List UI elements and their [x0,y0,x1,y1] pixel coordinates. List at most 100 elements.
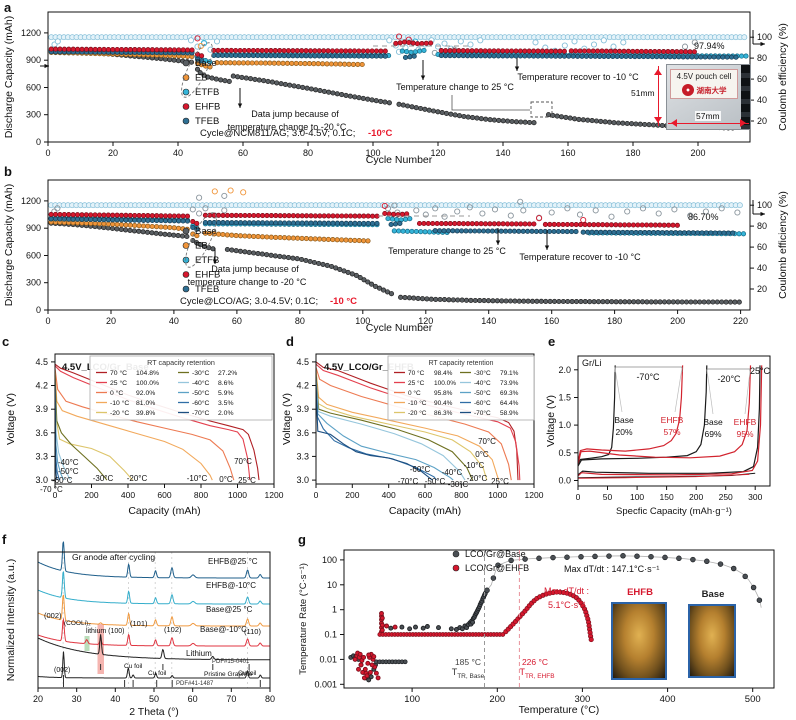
svg-text:25°C: 25°C [750,366,771,376]
svg-text:100: 100 [365,148,380,158]
svg-text:Voltage (V): Voltage (V) [545,395,557,447]
svg-text:0 °C: 0 °C [110,389,123,397]
svg-text:25 °C: 25 °C [110,379,127,387]
svg-text:25°C: 25°C [491,477,509,486]
svg-text:50: 50 [149,694,159,704]
svg-text:1.5: 1.5 [558,392,571,402]
svg-text:EHFB: EHFB [661,415,684,425]
svg-text:150: 150 [660,492,674,502]
svg-text:0: 0 [53,490,58,500]
svg-text:80: 80 [757,53,767,63]
svg-text:300: 300 [26,278,41,288]
svg-text:-40°C: -40°C [192,379,210,387]
svg-text:100: 100 [757,32,772,42]
svg-text:Cycle Number: Cycle Number [366,322,433,334]
svg-text:ETFB: ETFB [195,87,219,98]
svg-text:temperature change to -20 °C: temperature change to -20 °C [228,122,347,132]
svg-text:0.5: 0.5 [558,448,571,458]
svg-text:86.3%: 86.3% [434,410,453,417]
svg-text:-10°C: -10°C [187,474,208,483]
svg-text:-20 °C: -20 °C [110,409,129,417]
svg-text:250: 250 [719,492,733,502]
svg-text:-70°C: -70°C [474,409,491,417]
svg-text:3.3: 3.3 [296,451,309,461]
svg-text:70°C: 70°C [478,437,496,446]
panel-label-e: e [548,334,556,349]
svg-text:-70°C: -70°C [192,409,210,417]
svg-text:temperature change to -20 °C: temperature change to -20 °C [188,277,307,287]
height-dimension-label: 51mm [630,88,656,98]
svg-text:3.5%: 3.5% [218,400,234,407]
svg-text:40: 40 [169,316,179,326]
svg-text:0: 0 [576,492,581,502]
svg-text:60: 60 [757,74,767,84]
svg-text:0.01: 0.01 [319,654,337,664]
svg-text:Gr anode after cycling: Gr anode after cycling [72,552,155,562]
svg-text:ETFB: ETFB [195,255,219,266]
svg-text:300: 300 [574,694,590,705]
svg-text:Cycle Number: Cycle Number [366,154,433,166]
svg-text:-30°C: -30°C [192,369,210,377]
svg-text:0 °C: 0 °C [408,389,421,397]
svg-text:EB: EB [195,73,208,84]
svg-text:-40°C: -40°C [58,458,79,467]
svg-text:97.94%: 97.94% [694,41,725,51]
svg-text:-10 °C: -10 °C [408,399,427,407]
svg-text:EHFB: EHFB [195,102,220,113]
svg-text:0: 0 [314,490,319,500]
svg-text:Specfic Capacity (mAh·g⁻¹): Specfic Capacity (mAh·g⁻¹) [616,506,732,517]
panel-label-f: f [2,532,7,547]
svg-text:PDF#41-1487: PDF#41-1487 [176,681,214,687]
svg-text:(101): (101) [130,619,148,628]
svg-text:120: 120 [430,148,445,158]
svg-text:Temperature Rate (°C·s⁻¹): Temperature Rate (°C·s⁻¹) [298,563,309,675]
svg-text:-50°C: -50°C [474,389,491,397]
svg-text:Cu foil: Cu foil [124,663,143,670]
svg-text:TFEB: TFEB [195,284,219,295]
svg-text:86.70%: 86.70% [688,212,719,222]
svg-text:3.9: 3.9 [296,404,309,414]
svg-text:4.5V_LCO/Gr_EHFB: 4.5V_LCO/Gr_EHFB [324,362,414,373]
svg-text:5.9%: 5.9% [218,390,234,397]
svg-text:Base: Base [703,417,723,427]
svg-text:69%: 69% [704,429,721,439]
svg-text:-20°C: -20°C [467,474,488,483]
svg-text:1200: 1200 [21,196,41,206]
svg-text:70: 70 [226,694,236,704]
svg-text:30: 30 [72,694,82,704]
svg-text:8.6%: 8.6% [218,380,234,387]
svg-text:200: 200 [670,316,685,326]
svg-text:20: 20 [757,284,767,294]
svg-text:100: 100 [630,492,644,502]
svg-text:3.6: 3.6 [35,428,48,438]
panel-e-chart: 0 50 100 150 200 250 300 0.0 0.5 1.0 1.5 2.0 Specfic… [545,355,771,517]
trigger-temp-base-label: TTR, Base [451,667,485,680]
svg-text:Discharge Capacity (mAh): Discharge Capacity (mAh) [3,184,15,307]
svg-text:-50°C: -50°C [192,389,210,397]
svg-text:-10°C: -10°C [368,128,393,139]
svg-text:100: 100 [355,316,370,326]
svg-text:3.0: 3.0 [296,475,309,485]
svg-text:79.1%: 79.1% [500,370,519,377]
svg-text:0°C: 0°C [219,475,233,484]
svg-text:1200: 1200 [525,490,544,500]
svg-text:Coulomb efficiency (%): Coulomb efficiency (%) [777,23,789,131]
base-photo-label: Base [701,589,725,600]
svg-text:180: 180 [607,316,622,326]
panel-a-chart: 0 20 40 60 80 100 120 140 160 180 200 0 300 600 900 120… [3,11,789,166]
svg-text:100.0%: 100.0% [434,380,456,387]
svg-text:-40°C: -40°C [474,379,491,387]
svg-text:140: 140 [481,316,496,326]
svg-text:70°C: 70°C [234,457,252,466]
svg-text:39.8%: 39.8% [136,410,155,417]
svg-text:300: 300 [748,492,762,502]
svg-text:LCO/Gr@Base: LCO/Gr@Base [465,549,526,559]
svg-text:Cu foil: Cu foil [238,670,257,677]
svg-text:0: 0 [36,305,41,315]
svg-text:-30°C: -30°C [474,369,491,377]
svg-text:80: 80 [303,148,313,158]
svg-text:1200: 1200 [21,28,41,38]
svg-text:2 Theta (°): 2 Theta (°) [129,706,179,718]
svg-text:60: 60 [232,316,242,326]
